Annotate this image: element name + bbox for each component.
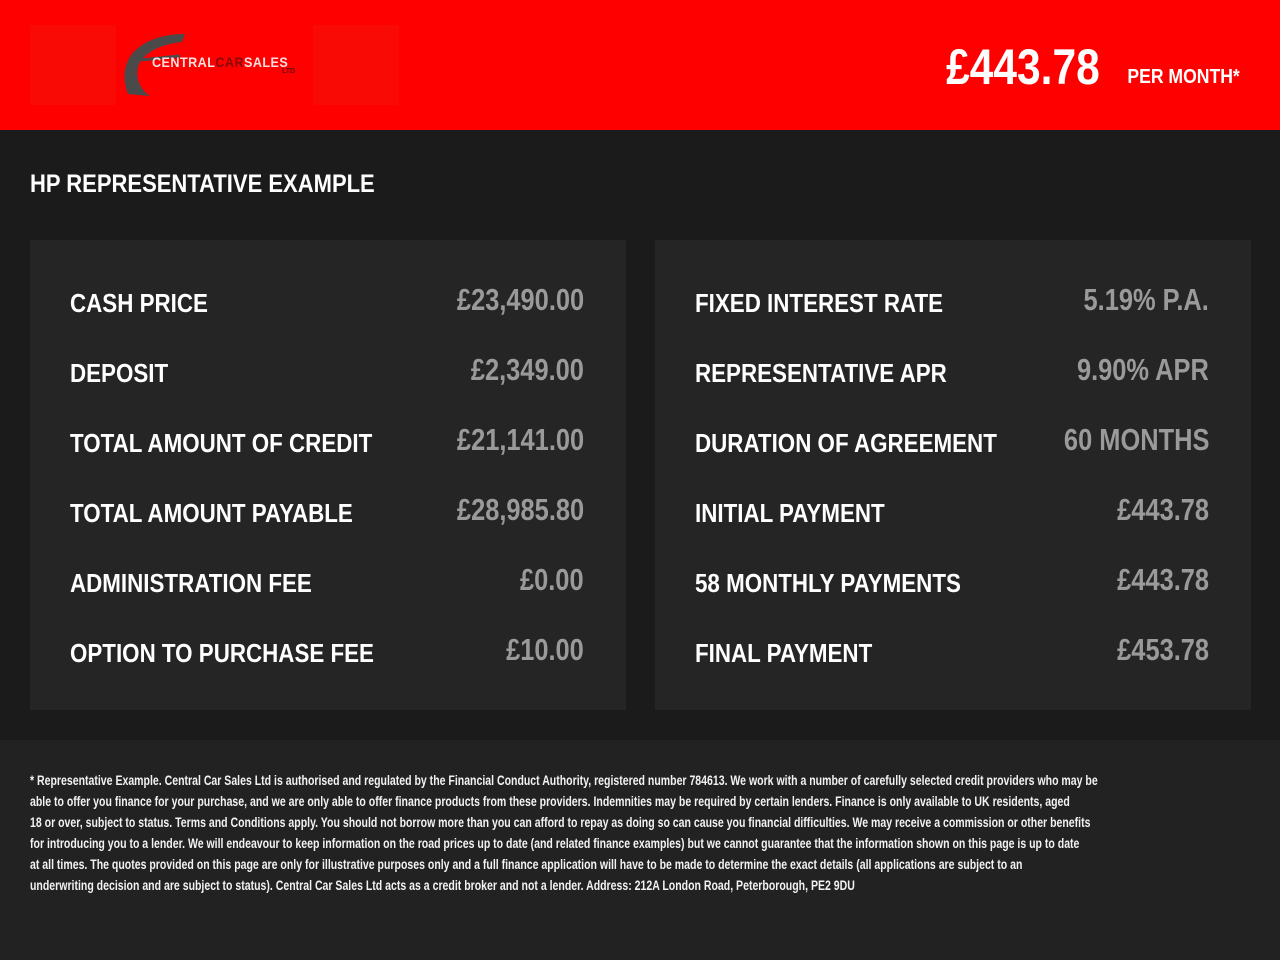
finance-value: £453.78 <box>1117 632 1209 667</box>
logo-text-car: CAR <box>215 54 245 70</box>
disclaimer-line: 18 or over, subject to status. Terms and… <box>30 815 1091 830</box>
logo-panel-left <box>30 25 116 105</box>
finance-row: TOTAL AMOUNT PAYABLE £28,985.80 <box>30 492 626 562</box>
finance-value: £2,349.00 <box>470 352 584 387</box>
finance-label: DURATION OF AGREEMENT <box>695 428 997 458</box>
monthly-price: £443.78 <box>946 39 1100 95</box>
finance-label: 58 MONTHLY PAYMENTS <box>695 568 961 598</box>
disclaimer-line: at all times. The quotes provided on thi… <box>30 857 1023 872</box>
finance-row: REPRESENTATIVE APR 9.90% APR <box>655 352 1251 422</box>
finance-label: DEPOSIT <box>70 358 169 388</box>
per-month-label: PER MONTH* <box>1127 66 1240 88</box>
car-logo-icon <box>124 34 185 96</box>
logo-text: CENTRALCARSALES <box>152 54 288 70</box>
finance-value: £443.78 <box>1117 562 1209 597</box>
section-title: HP REPRESENTATIVE EXAMPLE <box>30 170 375 198</box>
finance-value: £21,141.00 <box>456 422 584 457</box>
finance-row: DURATION OF AGREEMENT 60 MONTHS <box>655 422 1251 492</box>
finance-panel-left: CASH PRICE £23,490.00 DEPOSIT £2,349.00 TOTA… <box>30 240 626 710</box>
finance-value: £28,985.80 <box>456 492 584 527</box>
header: CENTRALCARSALES LTD £443.78 PER MONTH* <box>0 0 1280 130</box>
finance-value: £23,490.00 <box>456 282 584 317</box>
finance-label: REPRESENTATIVE APR <box>695 358 947 388</box>
finance-label: FINAL PAYMENT <box>695 638 873 668</box>
finance-row: CASH PRICE £23,490.00 <box>30 282 626 352</box>
finance-value: 60 MONTHS <box>1063 422 1209 457</box>
finance-label: CASH PRICE <box>70 288 208 318</box>
finance-value: 9.90% APR <box>1077 352 1209 387</box>
finance-value: £0.00 <box>520 562 584 597</box>
finance-panel-right: FIXED INTEREST RATE 5.19% P.A. REPRESENTAT… <box>655 240 1251 710</box>
disclaimer-line: underwriting decision and are subject to… <box>30 878 855 893</box>
disclaimer-line: for introducing you to a lender. We will… <box>30 836 1080 851</box>
finance-row: FINAL PAYMENT £453.78 <box>655 632 1251 702</box>
finance-row: TOTAL AMOUNT OF CREDIT £21,141.00 <box>30 422 626 492</box>
disclaimer-line: * Representative Example. Central Car Sa… <box>30 773 1098 788</box>
logo-text-sales: SALES <box>244 54 289 70</box>
logo-panel-right <box>313 25 399 105</box>
finance-label: OPTION TO PURCHASE FEE <box>70 638 374 668</box>
finance-row: FIXED INTEREST RATE 5.19% P.A. <box>655 282 1251 352</box>
finance-row: INITIAL PAYMENT £443.78 <box>655 492 1251 562</box>
finance-row: ADMINISTRATION FEE £0.00 <box>30 562 626 632</box>
finance-label: TOTAL AMOUNT OF CREDIT <box>70 428 373 458</box>
logo-text-central: CENTRAL <box>152 54 216 70</box>
finance-label: INITIAL PAYMENT <box>695 498 885 528</box>
finance-value: £10.00 <box>506 632 584 667</box>
finance-row: 58 MONTHLY PAYMENTS £443.78 <box>655 562 1251 632</box>
finance-label: FIXED INTEREST RATE <box>695 288 944 318</box>
finance-row: OPTION TO PURCHASE FEE £10.00 <box>30 632 626 702</box>
logo-ltd: LTD <box>282 68 296 75</box>
finance-row: DEPOSIT £2,349.00 <box>30 352 626 422</box>
disclaimer: * Representative Example. Central Car Sa… <box>0 740 1280 960</box>
disclaimer-line: able to offer you finance for your purch… <box>30 794 1070 809</box>
finance-value: 5.19% P.A. <box>1083 282 1209 317</box>
finance-value: £443.78 <box>1117 492 1209 527</box>
finance-label: TOTAL AMOUNT PAYABLE <box>70 498 353 528</box>
finance-label: ADMINISTRATION FEE <box>70 568 312 598</box>
